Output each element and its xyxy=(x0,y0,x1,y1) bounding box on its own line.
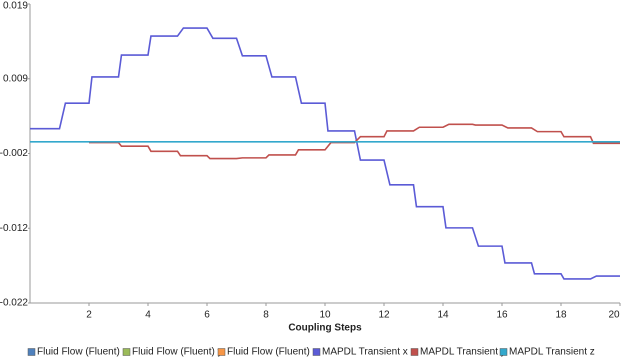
x-tick-label: 10 xyxy=(319,310,331,321)
legend-swatch xyxy=(27,348,36,356)
legend-label: MAPDL Transient y xyxy=(420,347,506,357)
legend-label: MAPDL Transient x xyxy=(322,347,408,357)
x-tick-label: 4 xyxy=(145,310,151,321)
x-tick-label: 8 xyxy=(263,310,269,321)
x-tick-label: 16 xyxy=(496,310,508,321)
legend-label: Fluid Flow (Fluent) x xyxy=(37,347,128,357)
y-tick-label: -0.022 xyxy=(0,298,28,309)
legend-swatch xyxy=(312,348,321,356)
x-tick-label: 14 xyxy=(437,310,449,321)
series-line xyxy=(30,27,620,280)
legend-swatch xyxy=(122,348,131,356)
x-axis-title: Coupling Steps xyxy=(288,323,362,334)
x-tick-label: 6 xyxy=(204,310,210,321)
legend-swatch xyxy=(499,348,508,356)
y-tick-label: 0.009 xyxy=(3,73,28,84)
legend-swatch xyxy=(410,348,419,356)
y-tick-label: 0.019 xyxy=(3,1,28,12)
y-tick-label: -0.012 xyxy=(0,223,28,234)
legend-label: Fluid Flow (Fluent) z xyxy=(227,347,318,357)
y-tick-label: -0.002 xyxy=(0,148,28,159)
x-tick-label: 2 xyxy=(86,310,92,321)
series-line xyxy=(89,123,620,160)
x-tick-label: 12 xyxy=(378,310,390,321)
legend-swatch xyxy=(217,348,226,356)
x-tick-label: 20 xyxy=(608,310,620,321)
legend-label: Fluid Flow (Fluent) y xyxy=(132,347,223,357)
legend-label: MAPDL Transient z xyxy=(509,347,595,357)
x-tick-label: 18 xyxy=(555,310,567,321)
